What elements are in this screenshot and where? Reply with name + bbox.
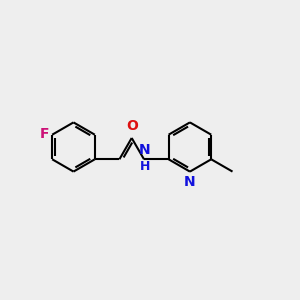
Text: N: N (184, 175, 196, 189)
Text: N: N (139, 143, 151, 158)
Text: F: F (40, 127, 49, 141)
Text: H: H (140, 160, 150, 173)
Text: O: O (126, 118, 138, 133)
